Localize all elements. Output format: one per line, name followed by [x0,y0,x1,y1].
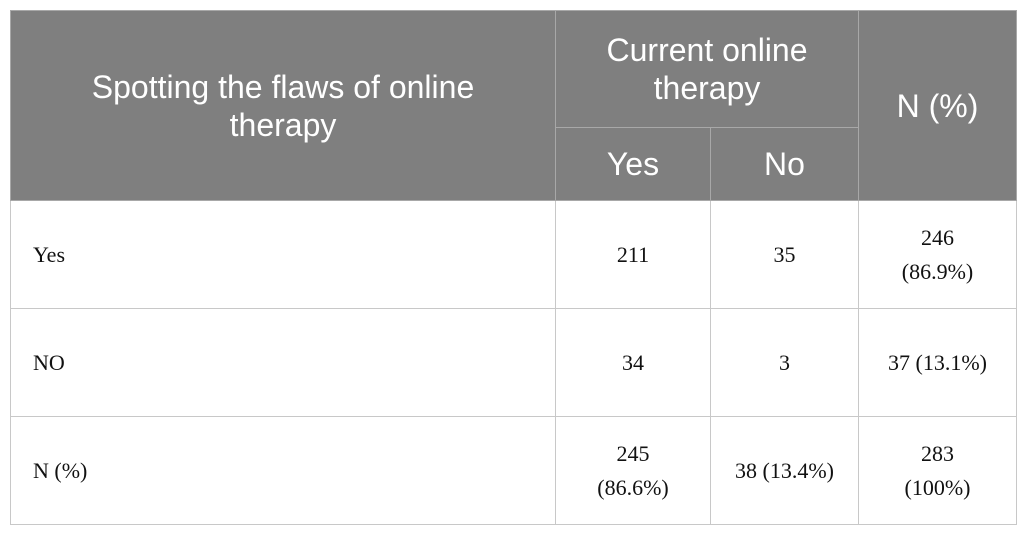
cell-value: 34 [622,349,644,375]
row-label-header: Spotting the flaws of online therapy [10,10,556,201]
table-cell: 246 (86.9%) [858,200,1017,309]
subcolumn-header: Yes [555,127,711,201]
subcolumn-header: No [710,127,859,201]
table-body: Yes 211 35 246 (86.9%) NO 34 3 37 (13.1%) N (%) 2… [10,200,1017,525]
total-header: N (%) [858,10,1017,201]
cell-value: 38 (13.4%) [735,457,834,483]
table-cell: 34 [555,308,711,417]
table-row: N (%) 245 (86.6%) 38 (13.4%) 283 (100%) [10,416,1017,525]
table-row: NO 34 3 37 (13.1%) [10,308,1017,417]
subheader-row: Yes No [11,127,1017,201]
table-row: Yes 211 35 246 (86.9%) [10,200,1017,309]
table-cell: Yes [10,200,556,309]
table-cell: N (%) [10,416,556,525]
group-header: Current online therapy [555,10,859,128]
table-cell: 245 (86.6%) [555,416,711,525]
row-label: NO [33,349,65,375]
row-label: N (%) [33,457,88,483]
data-table: Spotting the flaws of online therapy Cur… [10,10,1017,525]
header-row: Spotting the flaws of online therapy Cur… [10,10,1017,201]
table-cell: 211 [555,200,711,309]
table-cell: NO [10,308,556,417]
cell-value: 35 [773,241,796,267]
cell-value: 3 [779,349,790,375]
cell-value: 211 [616,241,650,267]
cell-value: 283 (100%) [904,440,971,500]
table-cell: 283 (100%) [858,416,1017,525]
table-cell: 37 (13.1%) [858,308,1017,417]
table-cell: 3 [710,308,859,417]
row-label: Yes [33,241,66,267]
cell-value: 245 (86.6%) [597,440,669,500]
table-cell: 35 [710,200,859,309]
cell-value: 246 (86.9%) [901,224,974,284]
cell-value: 37 (13.1%) [888,349,987,375]
table-cell: 38 (13.4%) [710,416,859,525]
